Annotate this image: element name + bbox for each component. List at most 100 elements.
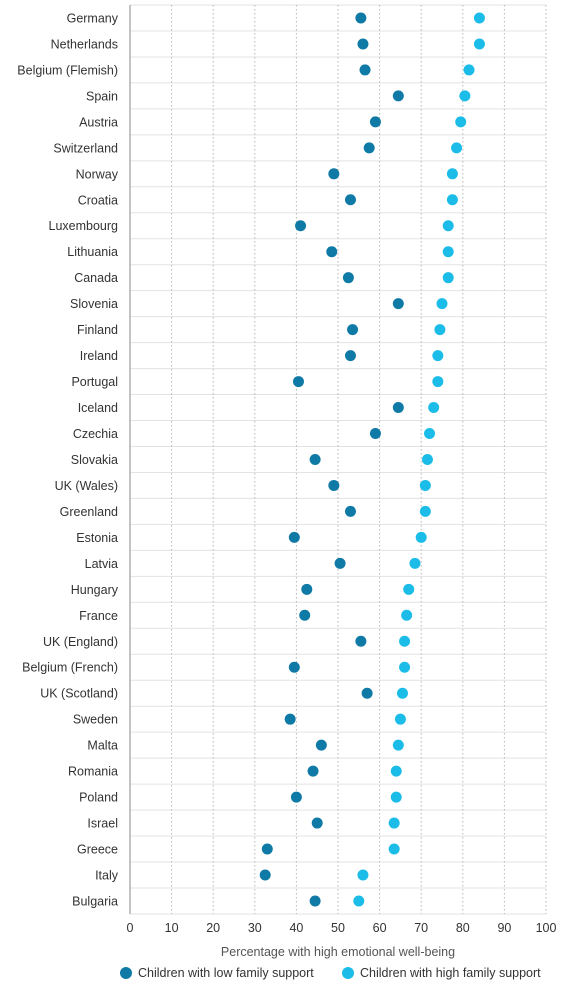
high-support-point <box>399 635 411 647</box>
high-support-point <box>409 557 421 569</box>
high-support-point <box>459 90 471 102</box>
x-axis-ticks: 0 10 20 30 40 50 60 70 80 90 100 <box>127 921 557 935</box>
category-label: Greece <box>77 843 118 857</box>
low-support-point <box>359 64 371 76</box>
high-support-point <box>390 791 402 803</box>
x-tick-label: 80 <box>456 921 470 935</box>
category-label: Hungary <box>71 583 119 597</box>
high-support-point <box>473 12 485 24</box>
grid-layer <box>129 4 547 915</box>
high-support-point <box>442 220 454 232</box>
high-support-point <box>432 376 444 388</box>
category-labels: Germany Netherlands Belgium (Flemish) Spain… <box>17 11 118 908</box>
category-label: Canada <box>74 271 118 285</box>
category-label: Iceland <box>78 401 118 415</box>
low-support-point <box>355 635 367 647</box>
high-support-point <box>421 453 433 465</box>
x-tick-label: 60 <box>373 921 387 935</box>
category-label: Slovenia <box>70 297 118 311</box>
low-support-point <box>392 298 404 310</box>
low-support-point <box>315 739 327 751</box>
category-label: Sweden <box>73 713 118 727</box>
category-label: Switzerland <box>53 141 118 155</box>
high-support-point <box>455 116 467 128</box>
low-support-point <box>344 194 356 206</box>
low-support-point <box>284 713 296 725</box>
category-label: Belgium (Flemish) <box>17 63 118 77</box>
category-label: Poland <box>79 791 118 805</box>
low-support-point <box>301 583 313 595</box>
high-support-point <box>434 324 446 336</box>
low-support-point <box>307 765 319 777</box>
data-points <box>259 12 485 907</box>
category-label: Austria <box>79 115 118 129</box>
high-support-point <box>428 402 440 414</box>
high-support-point <box>442 272 454 284</box>
low-support-point <box>392 90 404 102</box>
high-support-point <box>473 38 485 50</box>
low-support-point <box>392 402 404 414</box>
high-support-point <box>357 869 369 881</box>
legend-marker <box>120 967 132 979</box>
high-support-point <box>390 765 402 777</box>
category-label: Latvia <box>85 557 118 571</box>
low-support-point <box>363 142 375 154</box>
low-support-point <box>259 869 271 881</box>
category-label: Croatia <box>78 193 118 207</box>
high-support-point <box>353 895 365 907</box>
category-label: Ireland <box>80 349 118 363</box>
category-label: Bulgaria <box>72 894 118 908</box>
low-support-point <box>290 791 302 803</box>
legend-marker <box>342 967 354 979</box>
high-support-point <box>388 817 400 829</box>
category-label: Netherlands <box>51 37 118 51</box>
category-label: Spain <box>86 89 118 103</box>
x-tick-label: 20 <box>206 921 220 935</box>
x-axis-title: Percentage with high emotional well-bein… <box>221 945 455 959</box>
category-label: Czechia <box>73 427 118 441</box>
category-label: Israel <box>87 817 118 831</box>
low-support-point <box>288 661 300 673</box>
low-support-point <box>288 531 300 543</box>
category-label: Luxembourg <box>49 219 119 233</box>
high-support-point <box>399 661 411 673</box>
high-support-point <box>432 350 444 362</box>
low-support-point <box>344 350 356 362</box>
low-support-point <box>357 38 369 50</box>
category-label: Romania <box>68 765 118 779</box>
category-label: Estonia <box>76 531 118 545</box>
high-support-point <box>388 843 400 855</box>
low-support-point <box>261 843 273 855</box>
low-support-point <box>328 168 340 180</box>
low-support-point <box>309 895 321 907</box>
category-label: Portugal <box>71 375 118 389</box>
x-tick-label: 50 <box>331 921 345 935</box>
low-support-point <box>369 428 381 440</box>
x-tick-label: 30 <box>248 921 262 935</box>
low-support-point <box>299 609 311 621</box>
low-support-point <box>347 324 359 336</box>
high-support-point <box>394 713 406 725</box>
category-label: Greenland <box>60 505 118 519</box>
low-support-point <box>334 557 346 569</box>
low-support-point <box>311 817 323 829</box>
low-support-point <box>295 220 307 232</box>
category-label: Malta <box>87 739 118 753</box>
category-label: Norway <box>76 167 119 181</box>
high-support-point <box>396 687 408 699</box>
high-support-point <box>403 583 415 595</box>
high-support-point <box>392 739 404 751</box>
x-tick-label: 90 <box>497 921 511 935</box>
high-support-point <box>436 298 448 310</box>
high-support-point <box>419 505 431 517</box>
high-support-point <box>451 142 463 154</box>
low-support-point <box>328 479 340 491</box>
category-label: Germany <box>67 11 119 25</box>
low-support-point <box>292 376 304 388</box>
high-support-point <box>446 194 458 206</box>
legend: Children with low family support Children… <box>120 966 541 980</box>
high-support-point <box>401 609 413 621</box>
high-support-point <box>463 64 475 76</box>
x-tick-label: 70 <box>414 921 428 935</box>
